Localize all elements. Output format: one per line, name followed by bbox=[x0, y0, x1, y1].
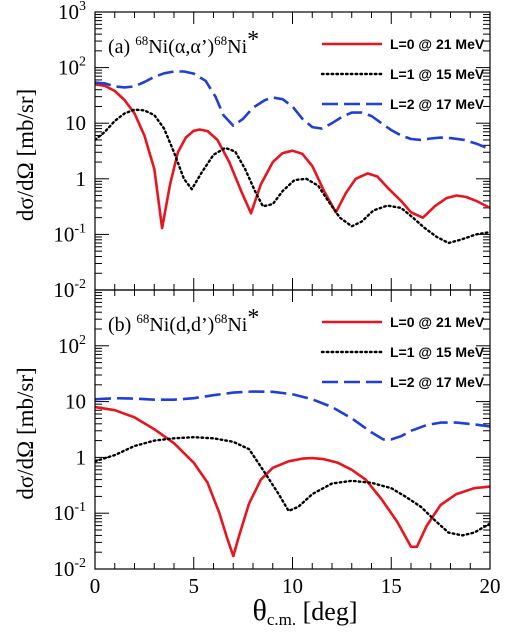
panel-a-y-ticks bbox=[95, 11, 490, 291]
panel-a-target: Ni(α,α’) bbox=[148, 36, 214, 58]
panel-b-y-tick-base: 10 bbox=[53, 557, 74, 581]
panel-b-y-axis-label: dσ/dΩ [mb/sr] bbox=[13, 367, 38, 499]
panel-b-x-tick-label: 5 bbox=[189, 574, 200, 598]
panel-b-x-axis-symbol: θ bbox=[252, 594, 266, 627]
panel-b-panel-letter: (b) bbox=[108, 314, 136, 336]
panel-b-legend-label: L=0 @ 21 MeV bbox=[390, 314, 485, 330]
panel-b-product: Ni bbox=[227, 314, 247, 336]
panel-b-reaction-label: (b) 68Ni(d,d’)68Ni* bbox=[108, 305, 259, 336]
panel-b-series-l0 bbox=[95, 405, 490, 558]
panel-b-y-tick-label: 1 bbox=[76, 445, 87, 469]
panel-b-series-l1 bbox=[95, 436, 490, 537]
panel-b-series-l2 bbox=[95, 390, 490, 441]
panel-b-x-tick-label: 10 bbox=[282, 574, 303, 598]
panel-b-y-tick-base: 10 bbox=[65, 390, 86, 414]
panel-a-y-tick-exp: -2 bbox=[74, 277, 86, 292]
panel-a-y-tick-exp: 2 bbox=[79, 55, 86, 70]
panel-b-target: Ni(d,d’) bbox=[149, 314, 214, 336]
panel-b-y-tick-exp: -1 bbox=[74, 500, 86, 515]
panel-b-x-axis-label: θc.m. [deg] bbox=[252, 594, 357, 629]
panel-b-series-group bbox=[95, 390, 490, 558]
panel-a-y-tick-base: 10 bbox=[58, 0, 79, 24]
panel-b-y-tick-label: 10-1 bbox=[53, 500, 86, 525]
panel-b-frame bbox=[94, 289, 491, 570]
panel-a-series-l1 bbox=[95, 108, 490, 245]
panel-a-y-tick-exp: 3 bbox=[79, 0, 86, 14]
panel-a-y-tick-label: 10-1 bbox=[53, 221, 86, 246]
panel-b-x-tick-label: 20 bbox=[480, 574, 501, 598]
panel-b-x-tick-label: 15 bbox=[381, 574, 402, 598]
panel-a-y-tick-base: 1 bbox=[76, 167, 87, 191]
panel-a-series-l0 bbox=[95, 83, 490, 230]
panel-b-y-tick-label: 102 bbox=[58, 333, 86, 358]
panel-b-y-tick-base: 10 bbox=[53, 501, 74, 525]
panel-a-y-tick-label: 10-2 bbox=[53, 277, 86, 302]
panel-a-target-mass: 68 bbox=[135, 33, 148, 48]
panel-b-x-axis-unit: [deg] bbox=[296, 597, 357, 626]
panel-b-legend-label: L=2 @ 17 MeV bbox=[390, 374, 485, 390]
panel-a-legend-label: L=2 @ 17 MeV bbox=[390, 96, 485, 112]
panel-a-y-tick-base: 10 bbox=[65, 111, 86, 135]
panel-b-y-tick-base: 1 bbox=[76, 445, 87, 469]
panel-b-product-mass: 68 bbox=[214, 311, 227, 326]
panel-b-y-tick-exp: -2 bbox=[74, 556, 86, 571]
panel-a-series-group bbox=[95, 70, 490, 245]
panel-a-legend-label: L=0 @ 21 MeV bbox=[390, 36, 485, 52]
panel-b-x-axis-subscript: c.m. bbox=[267, 610, 296, 629]
panel-a-reaction-label: (a) 68Ni(α,α’)68Ni* bbox=[108, 27, 259, 58]
panel-a-y-tick-base: 10 bbox=[53, 222, 74, 246]
panel-a-y-tick-label: 1 bbox=[76, 167, 87, 191]
panel-a-y-tick-base: 10 bbox=[53, 278, 74, 302]
panel-b-y-tick-exp: 2 bbox=[79, 333, 86, 348]
panel-b-star: * bbox=[247, 305, 259, 331]
panel-a-product: Ni bbox=[227, 36, 247, 58]
panel-a-y-tick-label: 102 bbox=[58, 55, 86, 80]
panel-b-legend-label: L=1 @ 15 MeV bbox=[390, 344, 485, 360]
panel-b-y-tick-base: 10 bbox=[58, 334, 79, 358]
panel-a-y-tick-exp: -1 bbox=[74, 221, 86, 236]
panel-a-y-axis-label: dσ/dΩ [mb/sr] bbox=[13, 89, 38, 221]
panel-a-y-tick-label: 10 bbox=[65, 111, 86, 135]
panel-b-x-tick-label: 0 bbox=[90, 574, 101, 598]
panel-b-y-tick-label: 10 bbox=[65, 390, 86, 414]
panel-a-y-tick-base: 10 bbox=[58, 56, 79, 80]
panel-a-series-l2 bbox=[95, 70, 490, 151]
panel-a-legend-label: L=1 @ 15 MeV bbox=[390, 66, 485, 82]
panel-a-y-tick-label: 103 bbox=[58, 0, 86, 24]
panel-a-star: * bbox=[247, 27, 259, 53]
panel-b-y-tick-label: 10-2 bbox=[53, 556, 86, 581]
panel-a-panel-letter: (a) bbox=[108, 36, 135, 58]
panel-a-product-mass: 68 bbox=[214, 33, 227, 48]
panel-b-target-mass: 68 bbox=[136, 311, 149, 326]
